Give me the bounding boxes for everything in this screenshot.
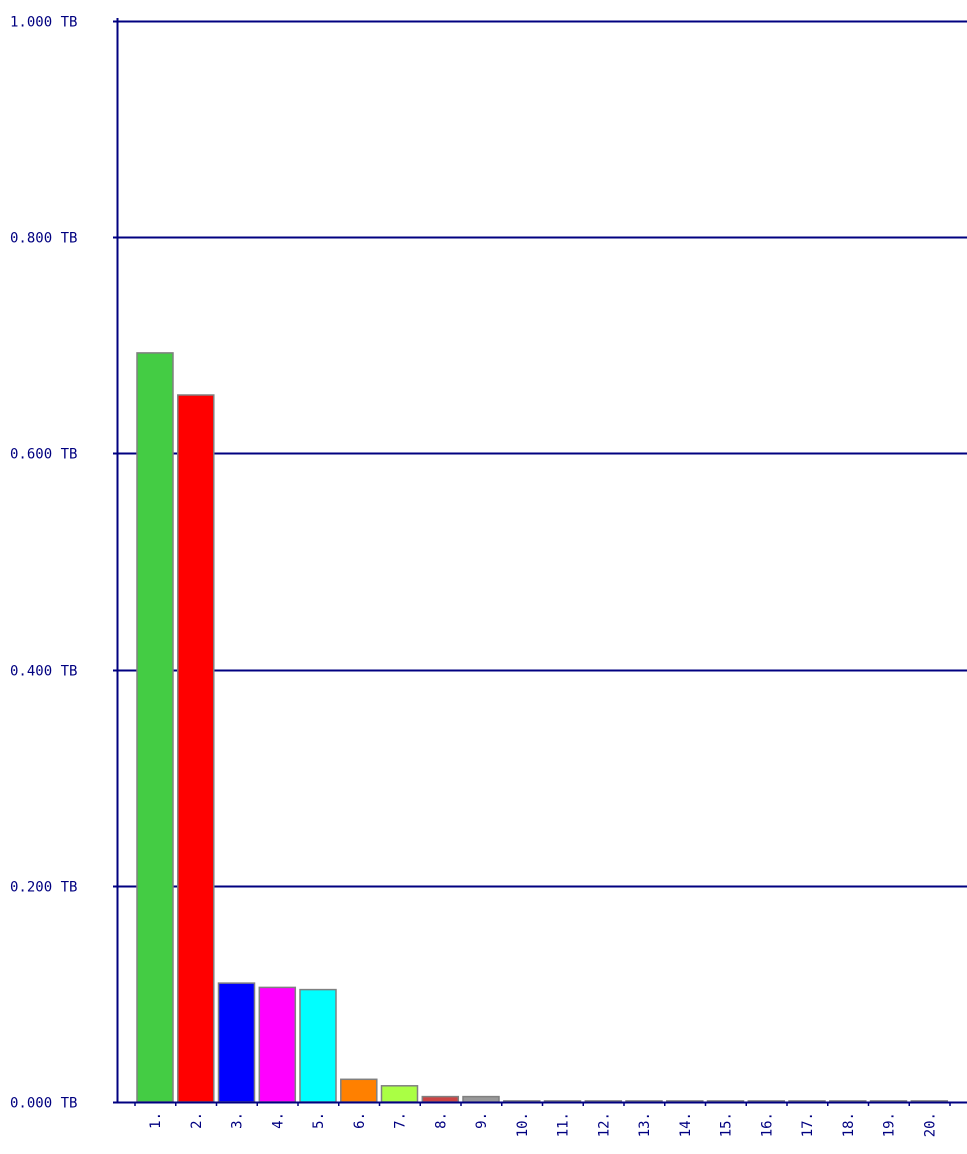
gridlines [117, 20, 967, 888]
y-tick-labels: 0.000 TB 0.200 TB 0.400 TB 0.600 TB 0.800 TB… [10, 15, 77, 1112]
bar-3 [217, 982, 256, 1103]
bars [136, 352, 949, 1103]
y-tick-label: 0.000 TB [10, 1096, 77, 1112]
x-tick-label: 6. [352, 1112, 368, 1129]
x-tick-label: 16. [759, 1112, 775, 1137]
x-tick-label: 10. [515, 1112, 531, 1137]
bar-4 [258, 986, 297, 1103]
bar-9 [462, 1095, 500, 1103]
x-tick-label: 7. [393, 1112, 409, 1129]
x-tick-label: 5. [311, 1112, 327, 1129]
x-tick-label: 18. [841, 1112, 857, 1137]
y-tick-label: 0.600 TB [10, 447, 77, 463]
x-tick-label: 4. [270, 1112, 286, 1129]
bar-2 [177, 394, 215, 1103]
x-tick-label: 13. [637, 1112, 653, 1137]
x-tick-label: 9. [474, 1112, 490, 1129]
x-tick-label: 20. [922, 1112, 938, 1137]
x-tick-label: 14. [678, 1112, 694, 1137]
bar-1 [136, 352, 174, 1103]
x-tick-label: 11. [556, 1112, 572, 1137]
y-tick-label: 1.000 TB [10, 15, 77, 31]
x-tick-label: 8. [433, 1112, 449, 1129]
x-tick-label: 12. [596, 1112, 612, 1137]
bar-7 [380, 1085, 419, 1103]
bar-5 [299, 988, 337, 1103]
x-tick-labels: 1. 2. 3. 4. 5. 6. 7. 8. 9. 10. 11. 12. 13. 14. 15. 16. 1… [148, 1112, 938, 1137]
x-tick-label: 15. [719, 1112, 735, 1137]
bar-8 [421, 1095, 460, 1103]
y-tick-label: 0.200 TB [10, 880, 77, 896]
x-tick-label: 17. [800, 1112, 816, 1137]
y-tick-label: 0.400 TB [10, 664, 77, 680]
x-tick-label: 3. [230, 1112, 246, 1129]
x-tick-label: 1. [148, 1112, 164, 1129]
y-tick-label: 0.800 TB [10, 231, 77, 247]
x-tick-label: 19. [882, 1112, 898, 1137]
axes [113, 18, 967, 1106]
bar-6 [340, 1078, 378, 1103]
x-tick-label: 2. [189, 1112, 205, 1129]
